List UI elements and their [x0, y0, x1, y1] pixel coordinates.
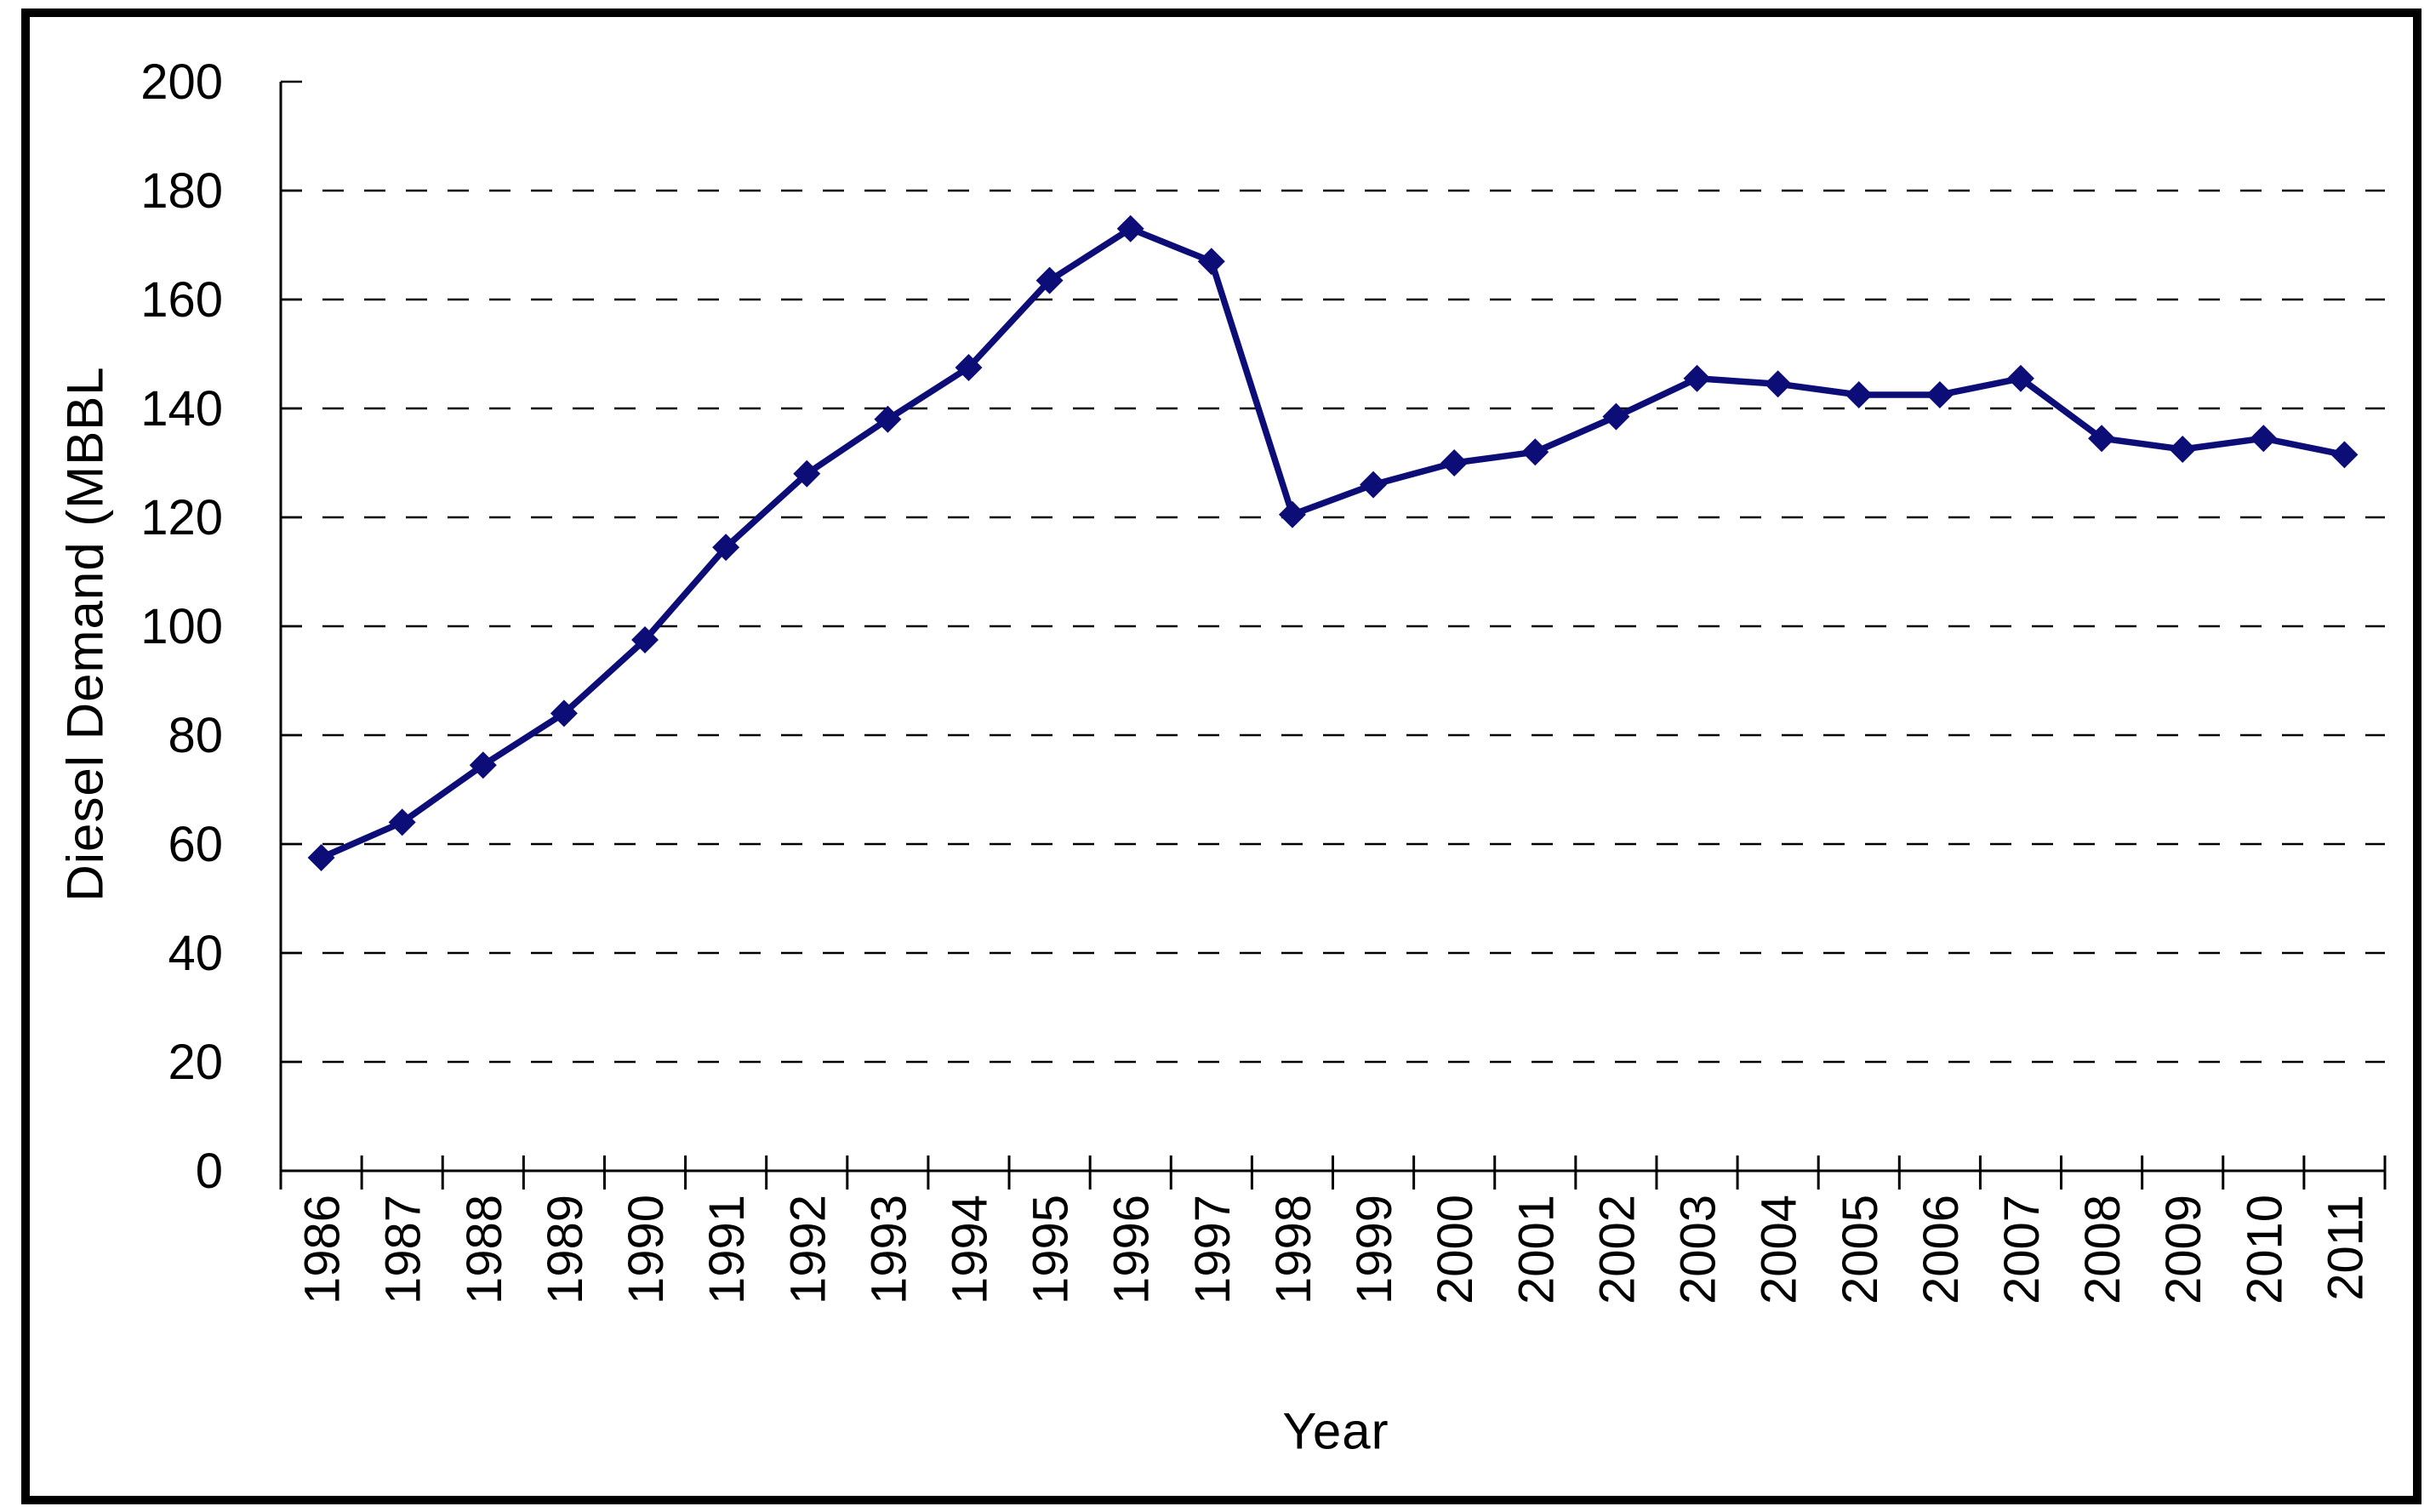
- data-point-2009: [2169, 436, 2197, 463]
- x-tick-label-2005: 2005: [1833, 1195, 1888, 1304]
- data-point-2000: [1440, 449, 1469, 476]
- x-tick-label-1997: 1997: [1185, 1195, 1241, 1304]
- data-point-2008: [2088, 425, 2116, 453]
- data-point-1999: [1360, 471, 1388, 499]
- x-tick-label-1992: 1992: [780, 1195, 836, 1304]
- y-tick-label-60: 60: [168, 817, 223, 872]
- y-tick-label-160: 160: [140, 272, 223, 328]
- y-tick-label-140: 140: [140, 381, 223, 436]
- y-tick-label-0: 0: [196, 1144, 223, 1199]
- data-point-2011: [2330, 441, 2359, 469]
- x-tick-label-2007: 2007: [1994, 1195, 2050, 1304]
- data-point-2002: [1602, 402, 1630, 431]
- x-tick-label-1995: 1995: [1024, 1195, 1079, 1304]
- x-tick-label-2000: 2000: [1428, 1195, 1483, 1304]
- x-tick-label-1994: 1994: [942, 1195, 997, 1304]
- y-tick-label-180: 180: [140, 163, 223, 219]
- chart-outer-border: [21, 9, 2421, 1504]
- x-tick-label-2009: 2009: [2156, 1195, 2211, 1304]
- data-point-2010: [2250, 425, 2278, 453]
- y-tick-label-80: 80: [168, 708, 223, 763]
- x-tick-label-1989: 1989: [538, 1195, 593, 1304]
- x-tick-label-2011: 2011: [2318, 1195, 2373, 1301]
- data-point-1990: [631, 626, 659, 653]
- x-tick-label-1993: 1993: [861, 1195, 916, 1304]
- data-point-1993: [874, 405, 902, 433]
- data-point-2004: [1764, 370, 1792, 398]
- data-point-1991: [712, 533, 740, 562]
- data-point-1996: [1116, 214, 1144, 242]
- y-axis-title: Diesel Demand (MBBL: [56, 366, 114, 902]
- data-point-1995: [1035, 266, 1064, 294]
- x-tick-label-1990: 1990: [619, 1195, 674, 1304]
- x-tick-label-1999: 1999: [1347, 1195, 1402, 1304]
- data-point-1988: [469, 751, 497, 779]
- x-tick-label-2008: 2008: [2075, 1195, 2131, 1304]
- x-tick-label-1996: 1996: [1104, 1195, 1160, 1304]
- x-tick-label-1998: 1998: [1266, 1195, 1321, 1304]
- x-tick-label-1986: 1986: [295, 1195, 351, 1304]
- y-tick-label-40: 40: [168, 926, 223, 981]
- y-tick-label-20: 20: [168, 1035, 223, 1090]
- x-tick-label-2003: 2003: [1671, 1195, 1726, 1304]
- x-tick-label-2010: 2010: [2237, 1195, 2292, 1304]
- data-point-2001: [1521, 438, 1549, 466]
- x-tick-label-1988: 1988: [457, 1195, 512, 1304]
- x-tick-label-2001: 2001: [1509, 1195, 1564, 1304]
- x-axis-title: Year: [1282, 1402, 1389, 1460]
- series-line-diesel-demand: [317, 225, 2348, 861]
- y-tick-label-100: 100: [140, 599, 223, 654]
- data-point-1997: [1197, 248, 1225, 276]
- data-point-1994: [955, 354, 983, 381]
- x-tick-label-1987: 1987: [376, 1195, 431, 1304]
- data-point-2003: [1683, 364, 1711, 392]
- data-point-1986: [307, 844, 335, 871]
- y-tick-label-120: 120: [140, 490, 223, 545]
- x-tick-label-2002: 2002: [1589, 1195, 1645, 1304]
- y-tick-label-200: 200: [140, 54, 223, 110]
- data-point-1998: [1278, 500, 1306, 528]
- data-point-1992: [793, 459, 821, 488]
- x-tick-label-1991: 1991: [699, 1195, 755, 1304]
- data-point-2007: [2006, 364, 2034, 392]
- x-tick-label-2006: 2006: [1914, 1195, 1969, 1304]
- x-tick-label-2004: 2004: [1752, 1195, 1807, 1304]
- data-point-1987: [388, 808, 416, 836]
- data-point-2005: [1845, 381, 1873, 408]
- data-point-1989: [550, 699, 578, 727]
- data-point-2006: [1925, 381, 1954, 408]
